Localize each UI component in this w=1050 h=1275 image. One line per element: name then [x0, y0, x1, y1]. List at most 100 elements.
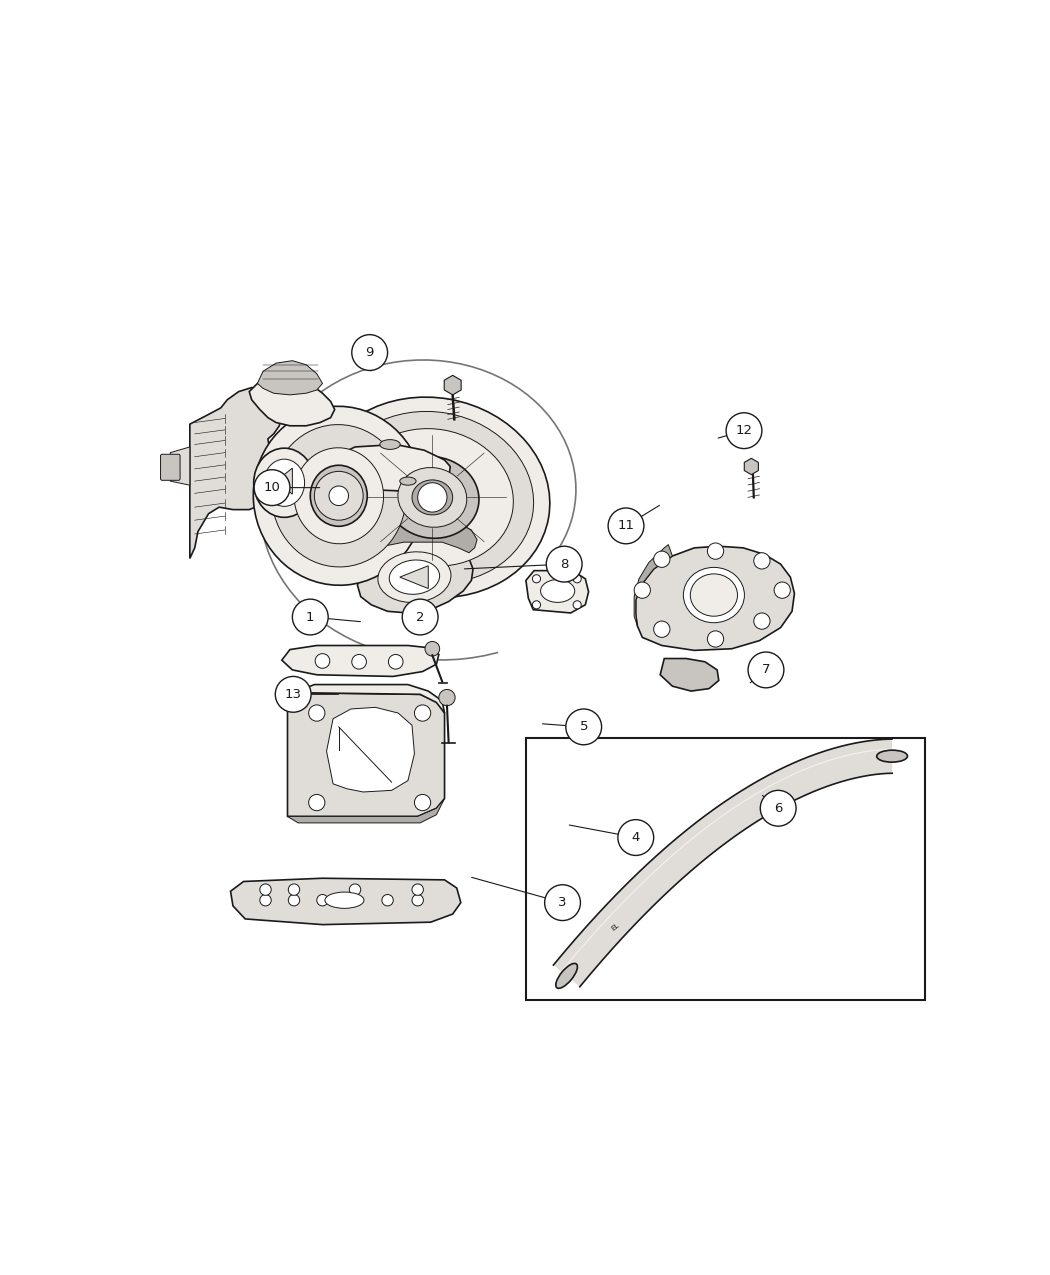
Circle shape — [545, 885, 581, 921]
Circle shape — [292, 599, 329, 635]
Polygon shape — [365, 518, 477, 553]
Text: 3: 3 — [559, 896, 567, 909]
Ellipse shape — [315, 397, 550, 598]
Circle shape — [760, 790, 796, 826]
Text: 10: 10 — [264, 481, 280, 495]
Circle shape — [412, 884, 423, 895]
Circle shape — [309, 705, 324, 722]
Polygon shape — [553, 740, 892, 987]
Ellipse shape — [352, 428, 513, 566]
Circle shape — [654, 551, 670, 567]
Circle shape — [774, 581, 791, 598]
Ellipse shape — [253, 407, 424, 585]
Circle shape — [315, 654, 330, 668]
Circle shape — [546, 546, 582, 581]
Circle shape — [350, 895, 361, 907]
Circle shape — [439, 690, 455, 706]
Circle shape — [754, 553, 770, 569]
Circle shape — [425, 641, 440, 657]
Polygon shape — [329, 445, 450, 491]
Ellipse shape — [264, 459, 304, 506]
Circle shape — [654, 621, 670, 638]
Circle shape — [532, 575, 541, 583]
Circle shape — [352, 654, 366, 669]
Polygon shape — [170, 448, 190, 486]
Ellipse shape — [378, 552, 452, 603]
Ellipse shape — [541, 580, 574, 602]
Polygon shape — [526, 571, 589, 613]
Circle shape — [350, 884, 361, 895]
Ellipse shape — [684, 567, 744, 622]
Polygon shape — [327, 708, 415, 792]
Ellipse shape — [412, 479, 453, 515]
Text: 7: 7 — [761, 663, 771, 677]
Text: EL: EL — [610, 922, 621, 932]
FancyBboxPatch shape — [526, 738, 925, 1001]
Polygon shape — [249, 374, 335, 426]
Ellipse shape — [398, 468, 467, 528]
Circle shape — [352, 334, 387, 371]
Circle shape — [727, 413, 762, 449]
Circle shape — [329, 486, 349, 506]
Polygon shape — [288, 798, 444, 822]
Ellipse shape — [311, 465, 368, 527]
Text: 4: 4 — [632, 831, 639, 844]
Circle shape — [608, 507, 644, 543]
Polygon shape — [190, 388, 281, 558]
Circle shape — [617, 820, 654, 856]
Ellipse shape — [380, 440, 400, 449]
Text: 1: 1 — [306, 611, 315, 623]
Ellipse shape — [331, 412, 533, 584]
Circle shape — [317, 895, 329, 907]
Ellipse shape — [254, 449, 315, 518]
Ellipse shape — [324, 892, 364, 908]
Circle shape — [402, 599, 438, 635]
Circle shape — [418, 483, 447, 513]
Text: 11: 11 — [617, 519, 634, 533]
FancyBboxPatch shape — [161, 454, 181, 481]
Ellipse shape — [385, 456, 479, 538]
Text: 9: 9 — [365, 346, 374, 360]
Polygon shape — [660, 658, 719, 691]
Polygon shape — [288, 685, 444, 713]
Ellipse shape — [555, 964, 578, 988]
Polygon shape — [400, 566, 428, 589]
Circle shape — [573, 575, 582, 583]
Circle shape — [754, 613, 770, 630]
Circle shape — [412, 895, 423, 907]
Polygon shape — [231, 878, 461, 924]
Text: 2: 2 — [416, 611, 424, 623]
Text: 8: 8 — [560, 557, 568, 571]
Text: 13: 13 — [285, 687, 301, 701]
Circle shape — [566, 709, 602, 745]
Ellipse shape — [294, 448, 383, 543]
Circle shape — [382, 895, 394, 907]
Ellipse shape — [390, 560, 440, 594]
Circle shape — [254, 469, 290, 506]
Polygon shape — [276, 468, 292, 495]
Circle shape — [415, 794, 430, 811]
Circle shape — [259, 895, 271, 907]
Text: 6: 6 — [774, 802, 782, 815]
Text: 12: 12 — [735, 425, 753, 437]
Ellipse shape — [272, 425, 406, 567]
Ellipse shape — [690, 574, 737, 616]
Circle shape — [708, 631, 723, 648]
Polygon shape — [288, 692, 444, 816]
Circle shape — [573, 601, 582, 609]
Circle shape — [309, 794, 324, 811]
Polygon shape — [357, 542, 472, 613]
Polygon shape — [257, 361, 322, 395]
Circle shape — [314, 472, 363, 520]
Circle shape — [708, 543, 723, 560]
Circle shape — [415, 705, 430, 722]
Polygon shape — [635, 546, 795, 650]
Circle shape — [259, 884, 271, 895]
Circle shape — [289, 895, 299, 907]
Ellipse shape — [877, 750, 907, 762]
Polygon shape — [634, 544, 672, 626]
Circle shape — [275, 677, 311, 713]
Circle shape — [388, 654, 403, 669]
Ellipse shape — [400, 477, 416, 486]
Polygon shape — [281, 645, 439, 677]
